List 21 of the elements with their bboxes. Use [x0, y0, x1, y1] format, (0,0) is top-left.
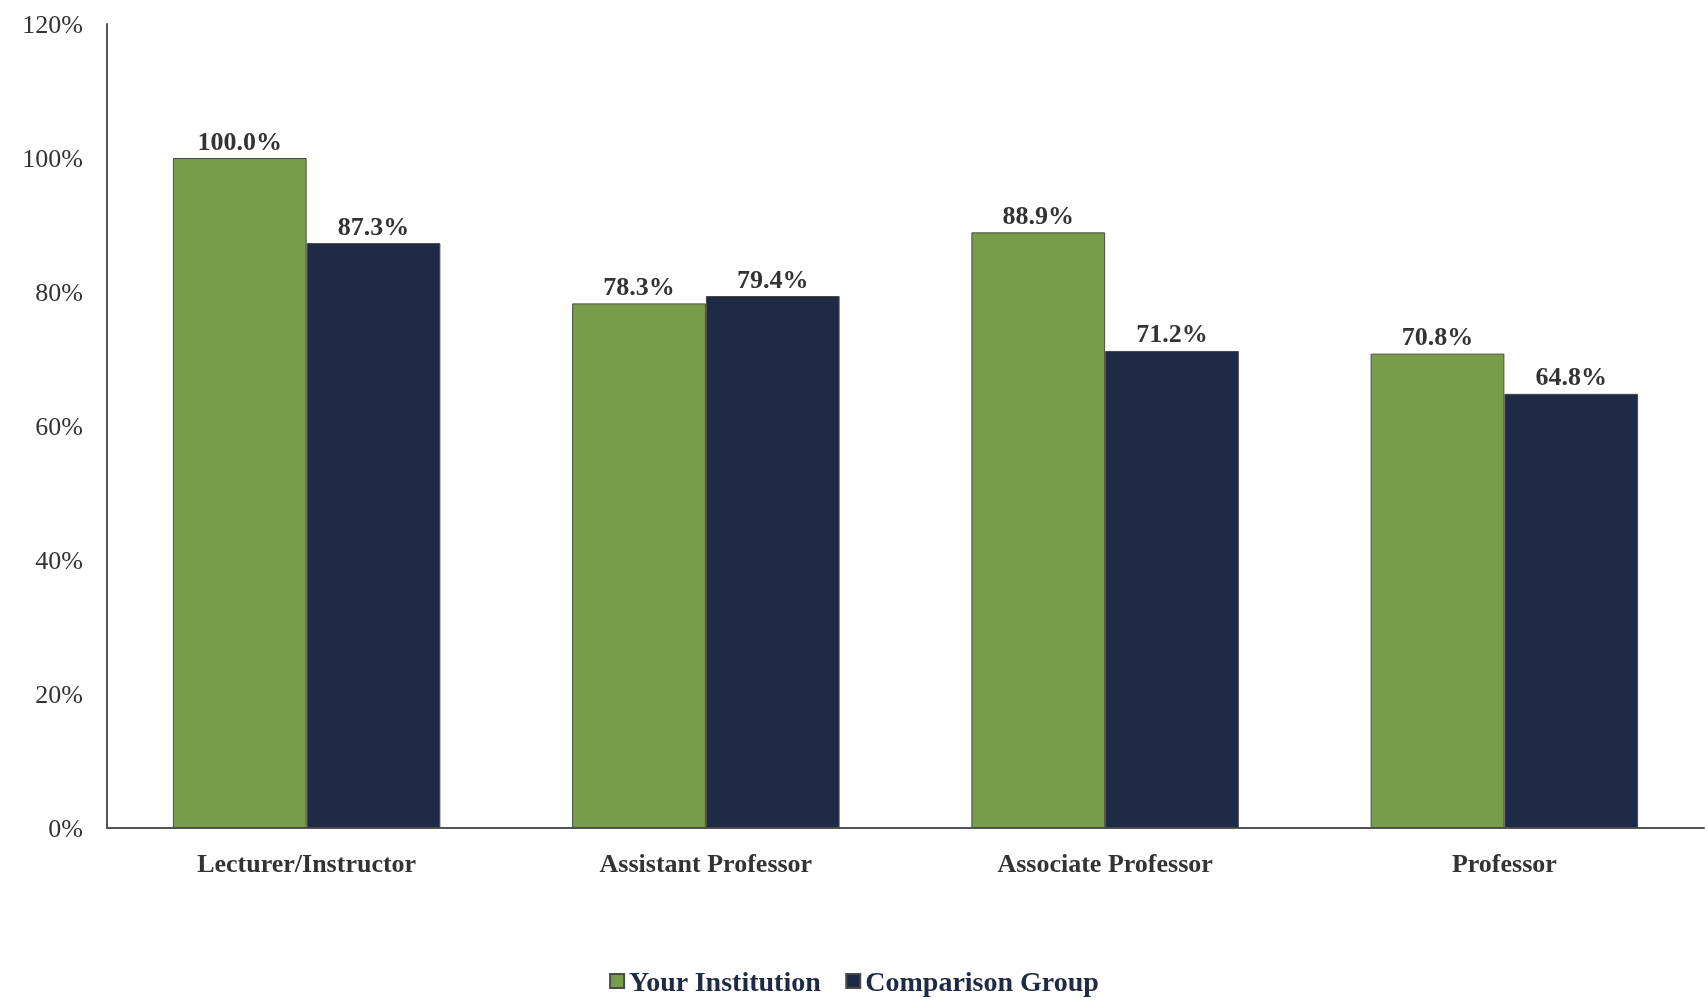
data-label: 64.8%	[1535, 362, 1607, 392]
data-label: 78.3%	[603, 271, 675, 301]
data-label: 100.0%	[197, 126, 282, 156]
x-tick-label: Associate Professor	[997, 848, 1213, 878]
data-label: 71.2%	[1136, 319, 1208, 349]
y-tick-label: 20%	[35, 679, 83, 709]
y-tick-label: 0%	[48, 813, 83, 843]
y-tick-label: 100%	[22, 143, 83, 173]
legend-label: Your Institution	[629, 965, 822, 997]
x-tick-label: Lecturer/Instructor	[197, 848, 417, 878]
legend-label: Comparison Group	[865, 965, 1099, 997]
y-tick-label: 80%	[35, 277, 83, 307]
data-label: 88.9%	[1002, 200, 1074, 230]
y-tick-label: 120%	[22, 9, 83, 39]
x-tick-label: Assistant Professor	[599, 848, 813, 878]
data-label: 79.4%	[737, 264, 809, 294]
data-label: 87.3%	[337, 211, 410, 241]
y-tick-label: 40%	[35, 545, 83, 575]
x-tick-label: Professor	[1451, 848, 1557, 878]
y-tick-label: 60%	[35, 411, 83, 441]
data-label: 70.8%	[1401, 322, 1474, 352]
